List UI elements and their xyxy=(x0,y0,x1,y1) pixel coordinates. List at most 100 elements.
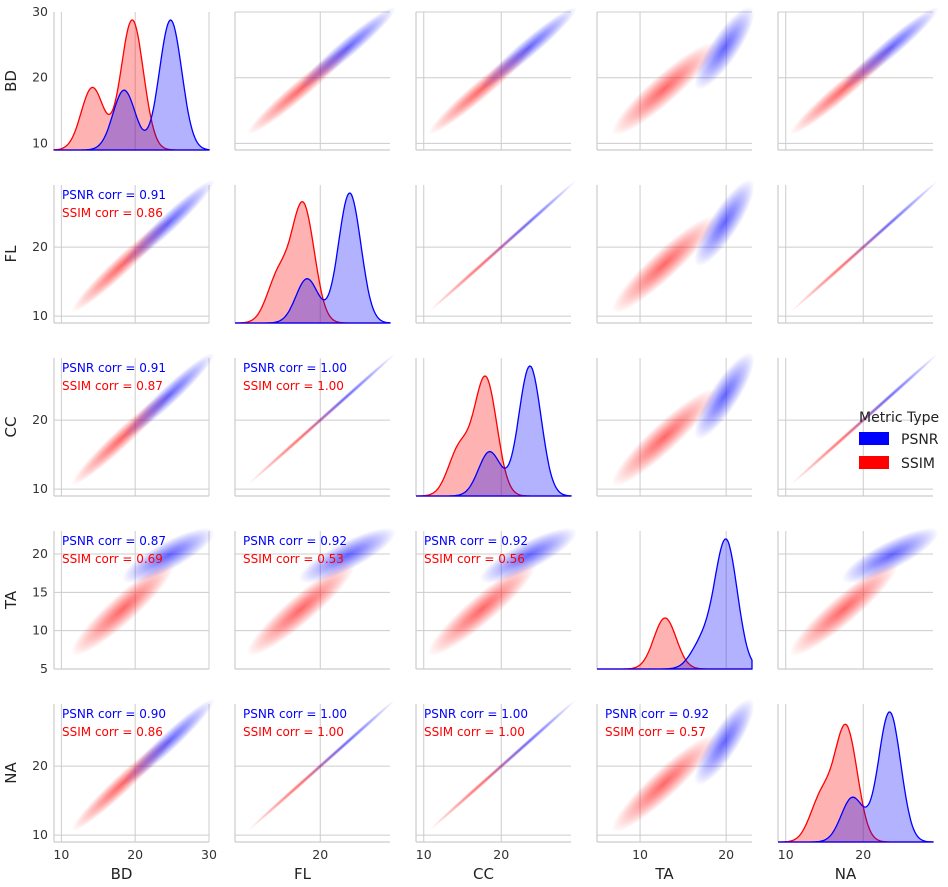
x-tick-label-cc: 20 xyxy=(493,847,509,862)
y-axis-label-bd: BD xyxy=(2,70,20,92)
corr-annotation-psnr: PSNR corr = 0.92 xyxy=(605,707,709,721)
x-axis-label-na: NA xyxy=(835,865,857,883)
y-tick-label-cc: 20 xyxy=(32,412,48,427)
corr-annotation-ssim: SSIM corr = 1.00 xyxy=(424,725,525,739)
density-ssim-cc-ta xyxy=(611,388,717,487)
corr-annotation-ssim: SSIM corr = 1.00 xyxy=(243,379,344,393)
corr-annotation-psnr: PSNR corr = 0.87 xyxy=(62,534,166,548)
legend-label-ssim: SSIM xyxy=(901,456,935,472)
density-ssim-bd-ta xyxy=(611,42,717,136)
density-ssim-ta-bd xyxy=(70,562,175,657)
density-psnr-cc-fl xyxy=(299,353,396,439)
panel-fl-cc xyxy=(415,185,571,324)
x-tick-label-ta: 20 xyxy=(718,847,734,862)
corr-annotation-ssim: SSIM corr = 0.86 xyxy=(62,725,163,739)
kde-psnr-na xyxy=(778,711,934,843)
corr-annotation-ssim: SSIM corr = 0.57 xyxy=(605,725,706,739)
panel-na-fl xyxy=(234,704,390,843)
y-tick-label-ta: 10 xyxy=(32,623,48,638)
x-tick-label-bd: 20 xyxy=(127,847,143,862)
y-tick-label-fl: 20 xyxy=(32,239,48,254)
corr-annotation-ssim: SSIM corr = 0.53 xyxy=(243,552,344,566)
density-psnr-na-cc xyxy=(480,699,577,785)
y-axis-label-ta: TA xyxy=(2,590,20,610)
corr-annotation-psnr: PSNR corr = 1.00 xyxy=(424,707,528,721)
y-axis-label-cc: CC xyxy=(2,417,20,438)
corr-annotation-psnr: PSNR corr = 0.90 xyxy=(62,707,166,721)
y-axis-label-na: NA xyxy=(2,762,20,784)
density-psnr-fl-cc xyxy=(480,180,577,266)
panel-cc-na xyxy=(777,358,933,497)
density-psnr-ta-bd xyxy=(122,527,215,584)
density-psnr-cc-bd xyxy=(122,352,215,440)
density-psnr-bd-ta xyxy=(694,6,755,90)
density-ssim-ta-cc xyxy=(427,562,537,657)
density-psnr-na-ta xyxy=(694,698,755,786)
y-tick-label-bd: 30 xyxy=(32,4,48,19)
legend: Metric Type PSNR SSIM xyxy=(859,410,939,472)
y-tick-label-ta: 15 xyxy=(32,584,48,599)
y-axis-label-fl: FL xyxy=(2,245,20,263)
density-psnr-bd-cc xyxy=(479,6,577,90)
corr-annotation-ssim: SSIM corr = 0.56 xyxy=(424,552,525,566)
density-psnr-bd-na xyxy=(841,6,939,90)
corr-annotation-psnr: PSNR corr = 1.00 xyxy=(243,361,347,375)
y-tick-label-na: 20 xyxy=(32,758,48,773)
kde-psnr-bd xyxy=(54,19,210,151)
corr-annotation-psnr: PSNR corr = 0.91 xyxy=(62,188,166,202)
y-tick-label-ta: 20 xyxy=(32,546,48,561)
legend-swatch-ssim xyxy=(859,456,889,469)
x-axis-label-cc: CC xyxy=(473,865,494,883)
panel-cc-fl xyxy=(234,358,390,497)
corr-annotation-psnr: PSNR corr = 1.00 xyxy=(243,707,347,721)
x-tick-label-bd: 30 xyxy=(201,847,217,862)
density-psnr-ta-na xyxy=(841,527,939,584)
density-psnr-cc-ta xyxy=(694,352,755,440)
panel-fl-na xyxy=(777,185,933,324)
legend-title: Metric Type xyxy=(859,410,939,426)
corr-annotation-psnr: PSNR corr = 0.92 xyxy=(424,534,528,548)
density-psnr-na-fl xyxy=(299,699,396,785)
corr-annotation-psnr: PSNR corr = 0.92 xyxy=(243,534,347,548)
x-tick-label-fl: 20 xyxy=(312,847,328,862)
density-psnr-fl-bd xyxy=(122,179,215,267)
density-ssim-ta-fl xyxy=(246,562,356,657)
legend-swatch-psnr xyxy=(859,432,889,445)
corr-annotation-psnr: PSNR corr = 0.91 xyxy=(62,361,166,375)
corr-annotation-ssim: SSIM corr = 1.00 xyxy=(243,725,344,739)
density-ssim-ta-na xyxy=(789,562,899,657)
kde-psnr-fl xyxy=(235,192,391,324)
kde-psnr-cc xyxy=(416,365,572,497)
corr-annotation-ssim: SSIM corr = 0.87 xyxy=(62,379,163,393)
y-tick-label-cc: 10 xyxy=(32,481,48,496)
x-axis-label-bd: BD xyxy=(111,865,133,883)
density-ssim-fl-ta xyxy=(611,215,717,314)
panel-cc-bd xyxy=(53,358,210,497)
x-axis-label-fl: FL xyxy=(294,865,312,883)
density-psnr-fl-na xyxy=(842,180,939,266)
x-tick-label-na: 20 xyxy=(855,847,871,862)
density-psnr-ta-cc xyxy=(479,527,577,584)
x-tick-label-ta: 10 xyxy=(632,847,648,862)
y-tick-label-bd: 10 xyxy=(32,135,48,150)
density-psnr-cc-na xyxy=(842,353,939,439)
x-tick-label-cc: 10 xyxy=(416,847,432,862)
corr-annotation-ssim: SSIM corr = 0.86 xyxy=(62,206,163,220)
y-tick-label-bd: 20 xyxy=(32,70,48,85)
x-axis-label-ta: TA xyxy=(654,865,674,883)
y-tick-label-na: 10 xyxy=(32,827,48,842)
x-tick-label-na: 10 xyxy=(778,847,794,862)
density-psnr-bd-fl xyxy=(298,6,396,90)
legend-label-psnr: PSNR xyxy=(901,432,939,448)
density-psnr-fl-ta xyxy=(694,179,755,267)
x-tick-label-bd: 10 xyxy=(53,847,69,862)
panel-na-cc xyxy=(415,704,571,843)
kde-psnr-ta xyxy=(597,538,753,670)
density-psnr-ta-fl xyxy=(298,527,396,584)
y-tick-label-fl: 10 xyxy=(32,308,48,323)
corr-annotation-ssim: SSIM corr = 0.69 xyxy=(62,552,163,566)
density-psnr-na-bd xyxy=(122,698,215,786)
density-ssim-na-ta xyxy=(611,734,717,833)
y-tick-label-ta: 5 xyxy=(40,661,48,676)
